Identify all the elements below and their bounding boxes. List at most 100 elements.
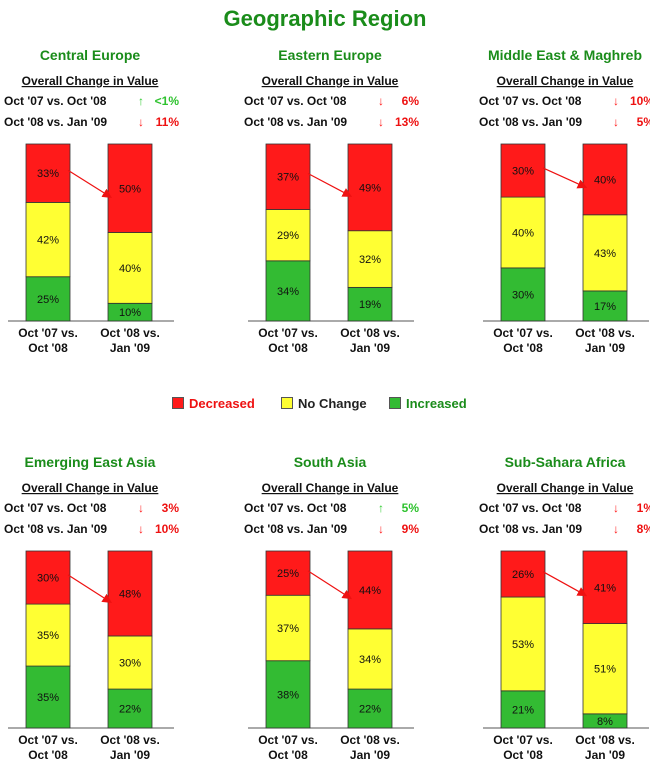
tick-label-central-europe-1-1: Jan '09 <box>110 341 151 355</box>
change-label-south-asia-0: Oct '07 vs. Oct '08 <box>244 501 347 515</box>
tick-label-central-europe-0-1: Oct '08 <box>28 341 68 355</box>
bar-segment-south-asia-1-decreased <box>347 550 393 630</box>
change-label-central-europe-0: Oct '07 vs. Oct '08 <box>4 94 107 108</box>
chart-title-emerging-east-asia: Emerging East Asia <box>25 454 156 470</box>
bar-segment-central-europe-0-increased <box>25 276 71 322</box>
trend-arrow-emerging-east-asia <box>67 574 113 604</box>
data-label-emerging-east-asia-1-increased: 22% <box>119 704 141 716</box>
data-label-sub-sahara-africa-0-increased: 21% <box>512 704 534 716</box>
trend-arrow-south-asia <box>307 570 353 600</box>
tick-label-central-europe-0-0: Oct '07 vs. <box>18 326 78 340</box>
data-label-middle-east-maghreb-0-increased: 30% <box>512 289 534 301</box>
legend-swatch-decreased <box>172 397 184 409</box>
bar-segment-sub-sahara-africa-1-decreased <box>582 550 628 624</box>
legend-label-decreased: Decreased <box>189 395 255 411</box>
bar-segment-south-asia-1-no-change <box>347 628 393 690</box>
chart-subtitle-eastern-europe: Overall Change in Value <box>262 74 399 88</box>
data-label-sub-sahara-africa-0-no-change: 53% <box>512 639 534 651</box>
chart-subtitle-middle-east-maghreb: Overall Change in Value <box>497 74 634 88</box>
tick-label-south-asia-1-0: Oct '08 vs. <box>340 733 400 747</box>
bar-segment-central-europe-0-decreased <box>25 143 71 203</box>
bar-segment-sub-sahara-africa-0-increased <box>500 690 546 729</box>
legend-label-no-change: No Change <box>298 395 367 411</box>
bar-segment-middle-east-maghreb-1-no-change <box>582 214 628 292</box>
bar-segment-south-asia-0-increased <box>265 660 311 729</box>
data-label-middle-east-maghreb-1-no-change: 43% <box>594 248 616 260</box>
data-label-eastern-europe-1-no-change: 32% <box>359 254 381 266</box>
legend-swatch-increased <box>389 397 401 409</box>
bar-segment-south-asia-0-no-change <box>265 594 311 662</box>
arrow-down-icon-eastern-europe-1: ↓ <box>378 115 384 129</box>
data-label-south-asia-1-no-change: 34% <box>359 654 381 666</box>
change-value-emerging-east-asia-0: 3% <box>162 501 180 515</box>
change-value-south-asia-1: 9% <box>402 522 420 536</box>
tick-label-sub-sahara-africa-1-1: Jan '09 <box>585 748 626 762</box>
data-label-emerging-east-asia-0-no-change: 35% <box>37 630 59 642</box>
change-value-south-asia-0: 5% <box>402 501 420 515</box>
data-label-sub-sahara-africa-1-increased: 8% <box>597 716 613 728</box>
trend-arrow-central-europe <box>67 169 113 198</box>
tick-label-middle-east-maghreb-0-1: Oct '08 <box>503 341 543 355</box>
bar-segment-south-asia-1-increased <box>347 688 393 729</box>
bar-segment-central-europe-0-no-change <box>25 202 71 278</box>
bar-segment-emerging-east-asia-0-decreased <box>25 550 71 605</box>
data-label-central-europe-0-no-change: 42% <box>37 235 59 247</box>
arrow-down-icon-emerging-east-asia-1: ↓ <box>138 522 144 536</box>
arrow-down-icon-central-europe-1: ↓ <box>138 115 144 129</box>
change-value-central-europe-0: <1% <box>155 94 180 108</box>
tick-label-south-asia-0-1: Oct '08 <box>268 748 308 762</box>
change-label-eastern-europe-1: Oct '08 vs. Jan '09 <box>244 115 347 129</box>
data-label-south-asia-1-increased: 22% <box>359 704 381 716</box>
tick-label-south-asia-1-1: Jan '09 <box>350 748 391 762</box>
bar-segment-eastern-europe-1-no-change <box>347 230 393 288</box>
arrow-up-icon-central-europe-0: ↑ <box>138 94 144 108</box>
chart-title-middle-east-maghreb: Middle East & Maghreb <box>488 47 642 63</box>
bar-segment-central-europe-1-no-change <box>107 232 153 304</box>
tick-label-emerging-east-asia-1-1: Jan '09 <box>110 748 151 762</box>
tick-label-eastern-europe-0-1: Oct '08 <box>268 341 308 355</box>
tick-label-sub-sahara-africa-0-0: Oct '07 vs. <box>493 733 553 747</box>
trend-arrow-sub-sahara-africa <box>542 571 588 597</box>
data-label-emerging-east-asia-1-no-change: 30% <box>119 658 141 670</box>
chart-title-sub-sahara-africa: Sub-Sahara Africa <box>505 454 626 470</box>
change-label-sub-sahara-africa-1: Oct '08 vs. Jan '09 <box>479 522 582 536</box>
data-label-sub-sahara-africa-1-decreased: 41% <box>594 582 616 594</box>
bar-segment-middle-east-maghreb-1-decreased <box>582 143 628 216</box>
arrow-down-icon-sub-sahara-africa-1: ↓ <box>613 522 619 536</box>
bar-segment-sub-sahara-africa-0-no-change <box>500 596 546 692</box>
trend-arrow-eastern-europe <box>307 172 353 197</box>
bar-segment-middle-east-maghreb-0-no-change <box>500 196 546 269</box>
chart-title-south-asia: South Asia <box>294 454 367 470</box>
data-label-emerging-east-asia-0-decreased: 30% <box>37 573 59 585</box>
legend-label-increased: Increased <box>406 395 467 411</box>
change-label-central-europe-1: Oct '08 vs. Jan '09 <box>4 115 107 129</box>
change-label-emerging-east-asia-0: Oct '07 vs. Oct '08 <box>4 501 107 515</box>
data-label-eastern-europe-0-no-change: 29% <box>277 230 299 242</box>
legend-item-no-change: No Change <box>281 393 367 413</box>
tick-label-eastern-europe-1-1: Jan '09 <box>350 341 391 355</box>
legend-swatch-no-change <box>281 397 293 409</box>
bar-segment-emerging-east-asia-1-no-change <box>107 635 153 690</box>
arrow-down-icon-south-asia-1: ↓ <box>378 522 384 536</box>
legend-item-increased: Increased <box>389 393 467 413</box>
chart-title-eastern-europe: Eastern Europe <box>278 47 382 63</box>
chart-title-central-europe: Central Europe <box>40 47 141 63</box>
tick-label-emerging-east-asia-1-0: Oct '08 vs. <box>100 733 160 747</box>
data-label-south-asia-0-no-change: 37% <box>277 623 299 635</box>
tick-label-middle-east-maghreb-1-1: Jan '09 <box>585 341 626 355</box>
data-label-eastern-europe-1-decreased: 49% <box>359 182 381 194</box>
tick-label-sub-sahara-africa-0-1: Oct '08 <box>503 748 543 762</box>
bar-segment-south-asia-0-decreased <box>265 550 311 596</box>
arrow-down-icon-emerging-east-asia-0: ↓ <box>138 501 144 515</box>
data-label-central-europe-0-increased: 25% <box>37 294 59 306</box>
data-label-central-europe-0-decreased: 33% <box>37 168 59 180</box>
change-value-eastern-europe-0: 6% <box>402 94 420 108</box>
bar-segment-emerging-east-asia-1-decreased <box>107 550 153 637</box>
data-label-middle-east-maghreb-1-decreased: 40% <box>594 174 616 186</box>
change-value-emerging-east-asia-1: 10% <box>155 522 179 536</box>
bar-segment-eastern-europe-0-decreased <box>265 143 311 210</box>
chart-subtitle-emerging-east-asia: Overall Change in Value <box>22 481 159 495</box>
page-title: Geographic Region <box>223 6 427 31</box>
data-label-eastern-europe-1-increased: 19% <box>359 299 381 311</box>
